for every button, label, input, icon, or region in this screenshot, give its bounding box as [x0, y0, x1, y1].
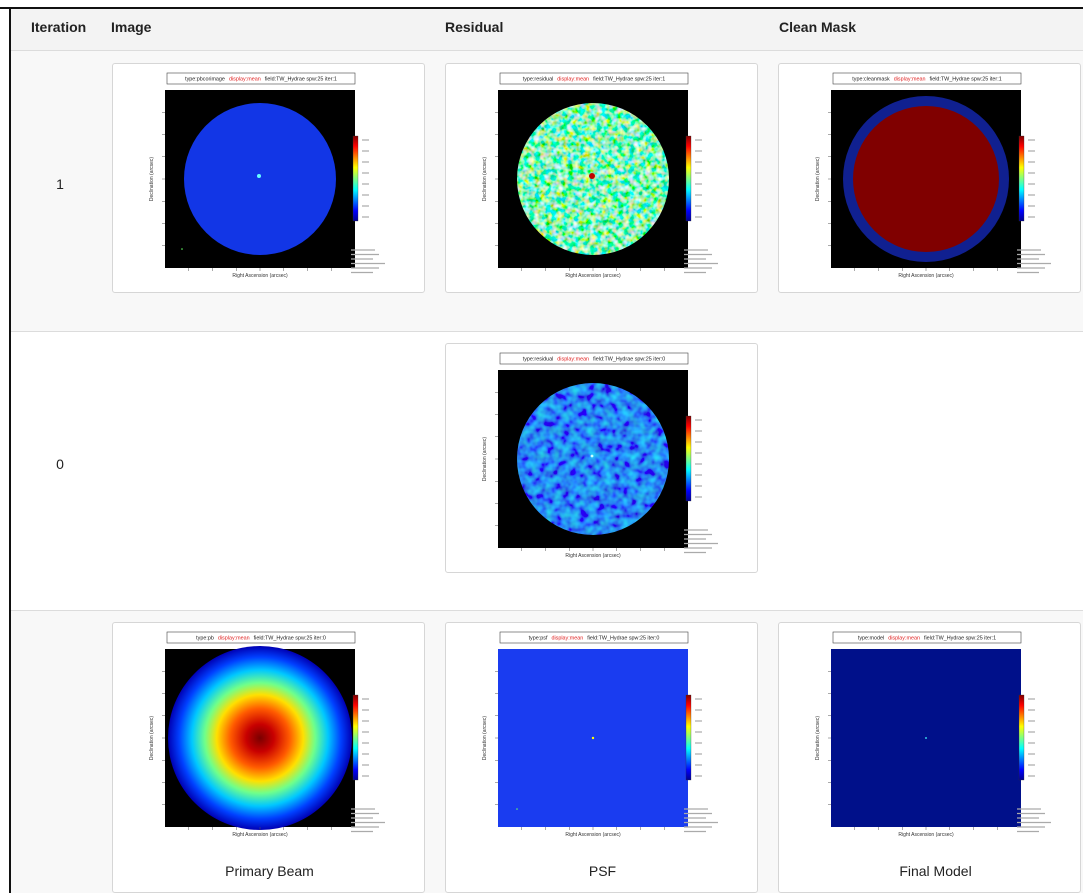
thumbnail-card[interactable]: type:cleanmask display:mean field:TW_Hydra… — [778, 63, 1081, 293]
plot-thumbnail: type:psf display:mean field:TW_Hydrae spw:… — [482, 631, 718, 838]
plot-field: field:TW_Hydrae spw:25 iter:0 — [587, 636, 659, 642]
x-axis-label: Right Ascension (arcsec) — [565, 273, 621, 279]
plot-display: display:mean — [888, 636, 920, 642]
psf-peak — [591, 736, 595, 740]
window-edge — [0, 7, 1083, 9]
plot-title-box — [499, 631, 689, 644]
source — [516, 808, 518, 810]
plot-type: type:pbcorimage — [185, 77, 225, 83]
source — [181, 248, 183, 250]
thumbnail-card[interactable]: type:psf display:mean field:TW_Hydrae spw:… — [445, 622, 758, 893]
y-axis-label: Declination (arcsec) — [482, 716, 488, 761]
column-header: Clean Mask — [779, 19, 857, 35]
plot-thumbnail: type:cleanmask display:mean field:TW_Hydra… — [815, 72, 1051, 279]
plot-type: type:residual — [523, 357, 554, 363]
column-header: Image — [111, 19, 152, 35]
plot-thumbnail: type:model display:mean field:TW_Hydrae sp… — [815, 631, 1051, 838]
model-peak — [925, 737, 927, 739]
plot-thumbnail: type:pb display:mean field:TW_Hydrae spw:2… — [149, 631, 385, 838]
iteration-label: 0 — [56, 456, 64, 472]
plot-field: field:TW_Hydrae spw:25 iter:1 — [593, 77, 665, 83]
colorbar — [352, 694, 359, 781]
thumbnail-card[interactable]: type:pb display:mean field:TW_Hydrae spw:2… — [112, 622, 425, 893]
plot-field: field:TW_Hydrae spw:25 iter:1 — [930, 77, 1002, 83]
plot-display: display:mean — [229, 77, 261, 83]
plot-thumbnail: type:residual display:mean field:TW_Hydrae… — [482, 72, 718, 279]
y-axis-label: Declination (arcsec) — [149, 716, 155, 761]
x-axis-label: Right Ascension (arcsec) — [898, 273, 954, 279]
plot-display: display:mean — [894, 77, 926, 83]
y-axis-label: Declination (arcsec) — [815, 716, 821, 761]
plot-title: type:pbcorimage display:mean field:TW_Hydr… — [185, 77, 337, 83]
plot-field: field:TW_Hydrae spw:25 iter:1 — [265, 77, 337, 83]
source — [589, 173, 595, 179]
plot-title: type:psf display:mean field:TW_Hydrae spw:… — [529, 636, 660, 642]
plot-thumbnail: type:pbcorimage display:mean field:TW_Hydr… — [149, 72, 385, 279]
plot-title-box — [499, 352, 689, 365]
plot-display: display:mean — [218, 636, 250, 642]
residual-disk — [517, 383, 669, 535]
plot-type: type:model — [858, 636, 884, 642]
plot-title-box — [832, 631, 1022, 644]
plot-thumbnail: type:residual display:mean field:TW_Hydrae… — [482, 352, 718, 559]
residual-disk — [517, 103, 669, 255]
plot-title: type:cleanmask display:mean field:TW_Hydra… — [852, 77, 1001, 83]
plot-field: field:TW_Hydrae spw:25 iter:1 — [924, 636, 996, 642]
colorbar — [685, 135, 692, 222]
thumbnail-caption: PSF — [588, 863, 617, 879]
colorbar — [685, 694, 692, 781]
plot-title-box — [832, 72, 1022, 85]
plot-title: type:residual display:mean field:TW_Hydrae… — [523, 357, 666, 363]
column-header: Iteration — [31, 19, 87, 35]
colorbar — [1018, 135, 1025, 222]
beam-disk — [168, 646, 352, 830]
image-disk — [184, 103, 336, 255]
plot-type: type:cleanmask — [852, 77, 890, 83]
plot-title: type:model display:mean field:TW_Hydrae sp… — [858, 636, 996, 642]
colorbar — [685, 415, 692, 502]
column-header: Residual — [445, 19, 504, 35]
plot-type: type:psf — [529, 636, 548, 642]
plot-title-box — [499, 72, 689, 85]
colorbar — [1018, 694, 1025, 781]
plot-title-box — [166, 72, 356, 85]
thumbnail-caption: Primary Beam — [225, 863, 314, 879]
x-axis-label: Right Ascension (arcsec) — [565, 553, 621, 559]
plot-display: display:mean — [551, 636, 583, 642]
source — [257, 174, 261, 178]
x-axis-label: Right Ascension (arcsec) — [232, 832, 288, 838]
y-axis-label: Declination (arcsec) — [482, 437, 488, 482]
thumbnail-card[interactable]: type:pbcorimage display:mean field:TW_Hydr… — [112, 63, 425, 293]
window-edge — [9, 7, 11, 893]
thumbnail-caption: Final Model — [899, 863, 972, 879]
thumbnail-card[interactable]: type:residual display:mean field:TW_Hydrae… — [445, 343, 758, 573]
iteration-label: 1 — [56, 176, 64, 192]
x-axis-label: Right Ascension (arcsec) — [898, 832, 954, 838]
y-axis-label: Declination (arcsec) — [149, 157, 155, 202]
y-axis-label: Declination (arcsec) — [815, 157, 821, 202]
mask-region — [853, 106, 999, 252]
colorbar — [352, 135, 359, 222]
thumbnail-card[interactable]: type:residual display:mean field:TW_Hydrae… — [445, 63, 758, 293]
x-axis-label: Right Ascension (arcsec) — [565, 832, 621, 838]
header-row — [11, 9, 1083, 51]
plot-title-box — [166, 631, 356, 644]
plot-field: field:TW_Hydrae spw:25 iter:0 — [254, 636, 326, 642]
plot-field: field:TW_Hydrae spw:25 iter:0 — [593, 357, 665, 363]
plot-title: type:pb display:mean field:TW_Hydrae spw:2… — [196, 636, 326, 642]
plot-display: display:mean — [557, 77, 589, 83]
plot-title: type:residual display:mean field:TW_Hydrae… — [523, 77, 666, 83]
plot-type: type:pb — [196, 636, 214, 642]
source — [590, 454, 594, 458]
plot-type: type:residual — [523, 77, 554, 83]
plot-display: display:mean — [557, 357, 589, 363]
x-axis-label: Right Ascension (arcsec) — [232, 273, 288, 279]
thumbnail-card[interactable]: type:model display:mean field:TW_Hydrae sp… — [778, 622, 1081, 893]
y-axis-label: Declination (arcsec) — [482, 157, 488, 202]
